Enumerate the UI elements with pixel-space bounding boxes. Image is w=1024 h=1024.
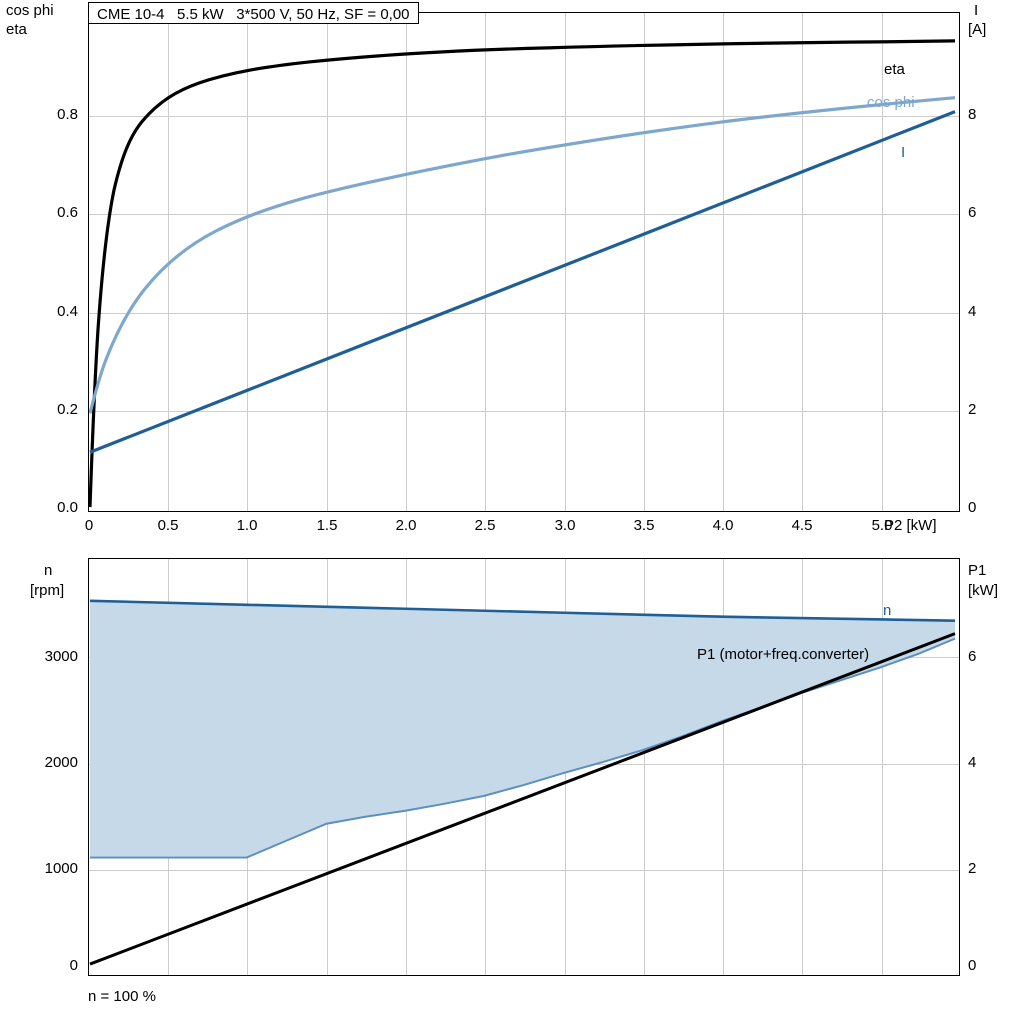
top-x-tick-1: 0.5 [157, 517, 179, 534]
top-x-tick-7: 3.5 [633, 517, 655, 534]
curve-p1 [89, 632, 956, 966]
bottom-left-tick-2: 2000 [44, 754, 78, 771]
series-label-speed: n [883, 602, 892, 619]
top-x-tick-8: 4.0 [712, 517, 734, 534]
top-x-tick-4: 2.0 [395, 517, 417, 534]
top-x-tick-3: 1.5 [316, 517, 338, 534]
grid-line-v [644, 13, 645, 511]
bottom-right-tick-0: 0 [968, 957, 977, 974]
curve-speed [89, 599, 956, 622]
grid-line-h [89, 214, 959, 215]
top-x-axis-caption: P2 [kW] [884, 517, 937, 534]
top-right-axis-caption-line1: I [974, 2, 979, 19]
series-label-current: I [901, 144, 906, 161]
grid-line-v [802, 13, 803, 511]
footer-note: n = 100 % [88, 988, 156, 1005]
grid-line-v [644, 559, 645, 975]
bottom-right-axis-caption-line2: [kW] [968, 582, 998, 599]
top-left-tick-2: 0.4 [57, 303, 78, 320]
bottom-left-axis-caption-line2: [rpm] [30, 582, 65, 599]
grid-line-v [406, 13, 407, 511]
top-x-tick-5: 2.5 [474, 517, 496, 534]
grid-line-v [882, 13, 883, 511]
top-left-tick-1: 0.2 [57, 401, 78, 418]
grid-line-v [247, 13, 248, 511]
bottom-left-tick-0: 0 [69, 957, 78, 974]
chart-title: CME 10-4 5.5 kW 3*500 V, 50 Hz, SF = 0,0… [88, 2, 419, 24]
top-x-tick-0: 0 [84, 517, 94, 534]
bottom-right-tick-3: 6 [968, 648, 977, 665]
bottom-curves [89, 599, 956, 966]
bottom-left-axis-caption-line1: n [44, 562, 53, 579]
curve-current [89, 110, 956, 454]
grid-line-h [89, 411, 959, 412]
grid-line-v [723, 13, 724, 511]
curve-band-lower [89, 637, 956, 859]
curve-eta [89, 39, 956, 508]
grid-line-h [89, 313, 959, 314]
bottom-right-tick-1: 2 [968, 860, 977, 877]
top-left-tick-0: 0.0 [57, 499, 78, 516]
top-left-tick-4: 0.8 [57, 106, 78, 123]
grid-line-v [327, 13, 328, 511]
top-right-tick-4: 8 [968, 106, 977, 123]
top-plot-area: eta cos phi I [88, 12, 960, 512]
top-right-axis-caption-line2: [A] [968, 21, 987, 38]
bottom-left-tick-1: 1000 [44, 860, 78, 877]
top-right-tick-0: 0 [968, 499, 977, 516]
bottom-right-axis-caption-line1: P1 [968, 562, 987, 579]
top-right-tick-1: 2 [968, 401, 977, 418]
grid-line-v [723, 559, 724, 975]
series-label-eta: eta [884, 61, 905, 78]
top-left-axis-caption-line1: cos phi [6, 2, 54, 19]
grid-line-v [802, 559, 803, 975]
series-label-cos-phi: cos phi [867, 94, 915, 111]
grid-line-v [882, 559, 883, 975]
bottom-right-tick-2: 4 [968, 754, 977, 771]
grid-line-v [485, 13, 486, 511]
top-left-tick-3: 0.6 [57, 204, 78, 221]
grid-line-v [565, 13, 566, 511]
series-label-p1: P1 (motor+freq.converter) [697, 646, 870, 663]
top-x-tick-10: 5.0 [871, 517, 893, 534]
band-fill [89, 600, 956, 858]
top-x-tick-9: 4.5 [791, 517, 813, 534]
top-x-tick-2: 1.0 [236, 517, 258, 534]
bottom-plot-area: n P1 (motor+freq.converter) [88, 558, 960, 976]
top-left-axis-caption-line2: eta [6, 21, 27, 38]
top-x-tick-6: 3.0 [554, 517, 576, 534]
top-right-tick-2: 4 [968, 303, 977, 320]
bottom-left-tick-3: 3000 [44, 648, 78, 665]
top-right-tick-3: 6 [968, 204, 977, 221]
grid-line-h [89, 870, 959, 871]
top-curves [89, 39, 956, 508]
grid-line-h [89, 116, 959, 117]
curve-cos-phi [89, 96, 956, 414]
